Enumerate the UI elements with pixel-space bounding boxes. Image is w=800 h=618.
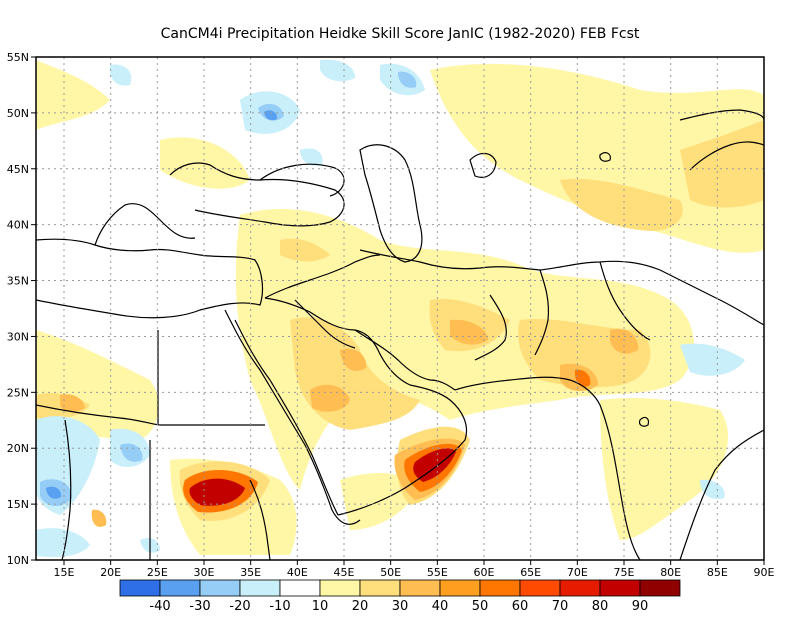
colorbar-swatch — [559, 579, 601, 597]
x-tick-label: 15E — [54, 566, 75, 579]
y-tick-label: 50N — [7, 107, 29, 120]
skill-score-field — [36, 59, 764, 557]
colorbar-label: 30 — [392, 599, 409, 614]
colorbar-swatch — [319, 579, 361, 597]
x-tick-label: 65E — [520, 566, 541, 579]
x-tick-label: 45E — [334, 566, 355, 579]
x-tick-label: 70E — [567, 566, 588, 579]
skill-class-neg30-40 — [46, 110, 278, 499]
colorbar-swatch — [359, 579, 401, 597]
x-tick-label: 80E — [660, 566, 681, 579]
y-tick-label: 40N — [7, 219, 29, 232]
colorbar-label: 20 — [352, 599, 369, 614]
x-axis: 15E 20E 25E 30E 35E 40E 45E 50E 55E 60E 65E 70E 75E 8… — [54, 560, 775, 579]
colorbar-swatch — [159, 579, 201, 597]
colorbar-label: -40 — [149, 599, 170, 614]
x-tick-label: 35E — [240, 566, 261, 579]
colorbar: -40 -30 -20 -10 10 20 30 40 50 60 70 80 90 — [119, 579, 681, 614]
y-tick-label: 35N — [7, 275, 29, 288]
x-tick-label: 30E — [194, 566, 215, 579]
x-tick-label: 50E — [380, 566, 401, 579]
x-tick-label: 75E — [614, 566, 635, 579]
map-frame — [35, 56, 765, 561]
colorbar-label: 70 — [552, 599, 569, 614]
y-tick-label: 30N — [7, 330, 29, 343]
colorbar-swatch — [439, 579, 481, 597]
x-tick-label: 20E — [100, 566, 121, 579]
colorbar-label: -20 — [229, 599, 250, 614]
x-tick-label: 85E — [707, 566, 728, 579]
colorbar-label: 10 — [312, 599, 329, 614]
x-tick-label: 55E — [427, 566, 448, 579]
x-tick-label: 60E — [474, 566, 495, 579]
coastlines — [36, 109, 764, 560]
y-tick-label: 45N — [7, 163, 29, 176]
colorbar-swatch — [479, 579, 521, 597]
colorbar-swatch — [399, 579, 441, 597]
colorbar-swatch — [199, 579, 241, 597]
colorbar-swatch — [119, 579, 161, 597]
colorbar-swatch — [519, 579, 561, 597]
colorbar-label: 60 — [512, 599, 529, 614]
colorbar-label: -30 — [189, 599, 210, 614]
y-tick-label: 15N — [7, 498, 29, 511]
colorbar-swatch — [639, 579, 681, 597]
colorbar-swatch — [599, 579, 641, 597]
map-title: CanCM4i Precipitation Heidke Skill Score… — [160, 26, 640, 42]
y-axis: 10N 15N 20N 25N 30N 35N 40N 45N 50N 55N — [7, 51, 36, 567]
y-tick-label: 55N — [7, 51, 29, 64]
x-tick-label: 90E — [754, 566, 775, 579]
x-tick-label: 25E — [147, 566, 168, 579]
colorbar-label: 80 — [592, 599, 609, 614]
y-tick-label: 25N — [7, 386, 29, 399]
x-tick-label: 40E — [287, 566, 308, 579]
colorbar-label: 50 — [472, 599, 489, 614]
colorbar-label: 40 — [432, 599, 449, 614]
graticule — [36, 57, 764, 560]
colorbar-label: -10 — [269, 599, 290, 614]
colorbar-label: 90 — [632, 599, 649, 614]
skill-class-70-80 — [189, 448, 456, 506]
colorbar-swatch — [279, 579, 321, 597]
y-tick-label: 10N — [7, 554, 29, 567]
y-tick-label: 20N — [7, 442, 29, 455]
colorbar-swatch — [239, 579, 281, 597]
